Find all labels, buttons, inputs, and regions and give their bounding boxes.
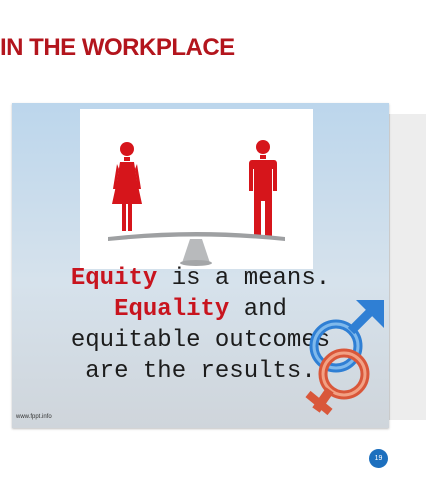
female-symbol-icon bbox=[305, 348, 370, 416]
quote-line-2-rest: and bbox=[229, 296, 287, 323]
man-figure-icon bbox=[249, 140, 277, 237]
side-panel bbox=[389, 114, 426, 420]
quote-line-1-rest: is a means. bbox=[157, 265, 331, 292]
equity-word: Equity bbox=[70, 265, 158, 292]
quote-line-4: are the results. bbox=[85, 358, 316, 385]
balance-scale-icon bbox=[108, 232, 285, 266]
gender-symbol-icon bbox=[305, 300, 384, 416]
quote-line-1: Equity is a means. bbox=[12, 263, 389, 294]
watermark-text: www.fppt.info bbox=[16, 414, 52, 420]
balance-illustration bbox=[108, 140, 285, 266]
pictogram-panel bbox=[80, 109, 313, 269]
slide-title: IN THE WORKPLACE bbox=[0, 34, 235, 61]
quote-text: Equity is a means. Equality and equitabl… bbox=[12, 263, 389, 387]
quote-line-3: equitable outcomes bbox=[70, 327, 331, 354]
woman-figure-icon bbox=[112, 142, 142, 231]
quote-line-2: Equality and bbox=[12, 294, 389, 325]
equality-word: Equality bbox=[114, 296, 230, 323]
page-number-badge: 19 bbox=[369, 449, 388, 468]
equity-image: Equity is a means. Equality and equitabl… bbox=[12, 103, 389, 428]
male-symbol-icon bbox=[309, 300, 384, 373]
